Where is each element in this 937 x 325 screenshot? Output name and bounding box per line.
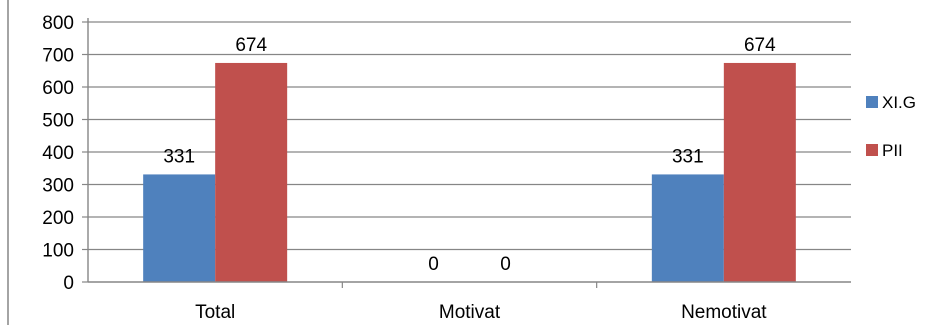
y-tick-label: 100 xyxy=(42,241,74,262)
y-tick-label: 700 xyxy=(42,46,74,67)
legend-swatch xyxy=(866,96,878,108)
data-label: 0 xyxy=(428,254,439,275)
axes xyxy=(87,18,851,288)
data-labels: 331 674 0 0 331 674 xyxy=(163,35,776,275)
data-label: 674 xyxy=(235,35,267,56)
x-category-label: Motivat xyxy=(439,302,501,323)
legend-label: PII xyxy=(882,141,903,160)
data-label: 331 xyxy=(672,146,704,167)
bar-pii-total xyxy=(215,62,288,283)
y-tick-label: 200 xyxy=(42,208,74,229)
bar-xi-g-nemotivat xyxy=(651,174,724,282)
y-tick-label: 400 xyxy=(42,143,74,164)
x-axis-category-labels: Total Motivat Nemotivat xyxy=(195,302,767,323)
data-label: 674 xyxy=(744,35,776,56)
data-label: 331 xyxy=(163,146,195,167)
legend: XI.G PII xyxy=(866,93,916,160)
y-tick-label: 300 xyxy=(42,176,74,197)
y-tick-label: 600 xyxy=(42,78,74,99)
data-label: 0 xyxy=(500,254,511,275)
y-tick-label: 0 xyxy=(63,273,74,294)
legend-swatch xyxy=(866,144,878,156)
bar-xi-g-total xyxy=(143,174,216,282)
y-tick-label: 500 xyxy=(42,111,74,132)
x-category-label: Total xyxy=(195,302,235,323)
bar-pii-nemotivat xyxy=(723,62,796,283)
x-category-label: Nemotivat xyxy=(681,302,767,323)
y-axis-ticks: 0 100 200 300 400 500 600 700 800 xyxy=(42,13,88,294)
legend-label: XI.G xyxy=(882,93,916,112)
bars xyxy=(143,62,796,283)
y-tick-label: 800 xyxy=(42,13,74,34)
